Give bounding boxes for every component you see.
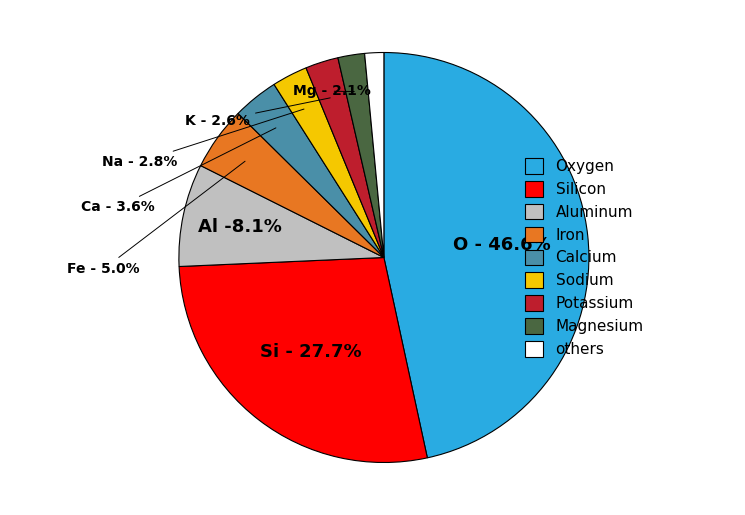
Text: Mg - 2.1%: Mg - 2.1% bbox=[293, 84, 370, 98]
Text: K - 2.6%: K - 2.6% bbox=[186, 98, 330, 128]
Wedge shape bbox=[274, 68, 384, 258]
Text: Fe - 5.0%: Fe - 5.0% bbox=[67, 161, 245, 276]
Wedge shape bbox=[364, 53, 384, 258]
Wedge shape bbox=[384, 53, 589, 458]
Legend: Oxygen, Silicon, Aluminum, Iron, Calcium, Sodium, Potassium, Magnesium, others: Oxygen, Silicon, Aluminum, Iron, Calcium… bbox=[521, 153, 648, 362]
Wedge shape bbox=[338, 54, 384, 258]
Wedge shape bbox=[200, 113, 384, 258]
Text: Ca - 3.6%: Ca - 3.6% bbox=[80, 128, 276, 214]
Wedge shape bbox=[179, 166, 384, 267]
Wedge shape bbox=[179, 258, 428, 462]
Text: Si - 27.7%: Si - 27.7% bbox=[261, 342, 362, 360]
Text: Al -8.1%: Al -8.1% bbox=[197, 218, 282, 236]
Text: Na - 2.8%: Na - 2.8% bbox=[103, 109, 304, 169]
Text: O - 46.6%: O - 46.6% bbox=[453, 236, 551, 254]
Wedge shape bbox=[238, 84, 384, 258]
Wedge shape bbox=[306, 58, 384, 258]
